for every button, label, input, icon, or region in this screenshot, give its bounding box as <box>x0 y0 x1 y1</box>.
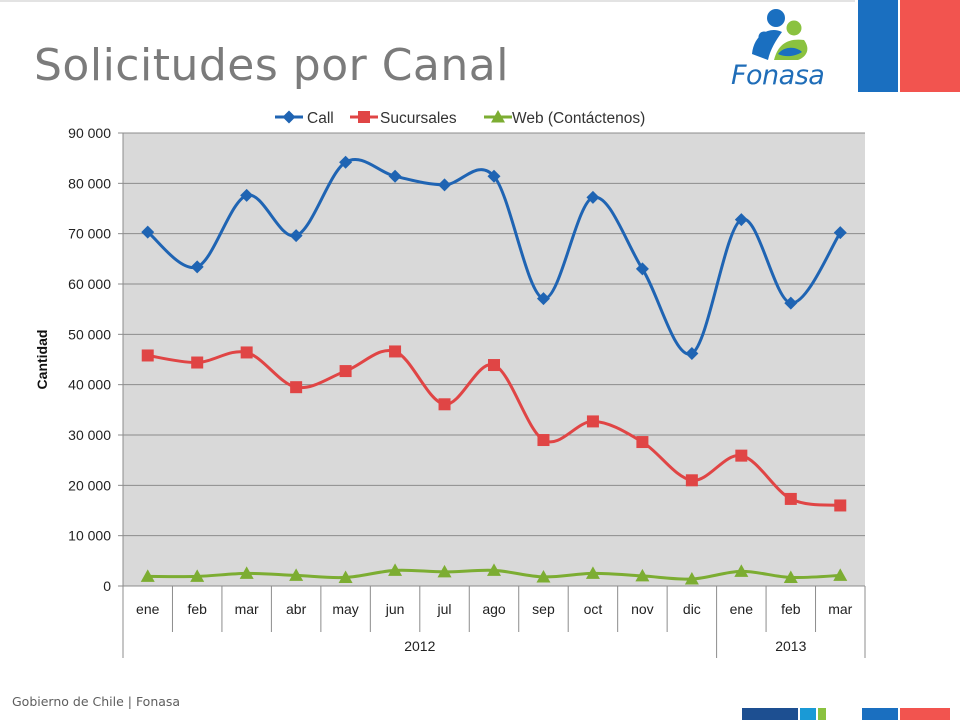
x-tick-label: may <box>332 601 358 617</box>
data-point <box>635 568 650 582</box>
data-point <box>289 568 304 581</box>
data-point <box>438 398 451 411</box>
logo-wordmark: Fonasa <box>731 60 825 91</box>
data-point <box>685 474 698 487</box>
data-point <box>783 570 798 583</box>
y-tick-label: 50 000 <box>68 326 111 342</box>
y-tick-label: 70 000 <box>68 226 111 242</box>
data-point <box>536 292 550 306</box>
flag-bottom-dark <box>742 708 798 720</box>
legend-marker <box>282 110 296 124</box>
data-point <box>834 499 847 512</box>
year-group-label: 2013 <box>775 638 806 654</box>
x-tick-label: feb <box>187 601 207 617</box>
x-tick-label: jun <box>385 601 405 617</box>
data-point <box>685 346 699 360</box>
legend-label: Web (Contáctenos) <box>512 110 645 127</box>
x-tick-label: nov <box>631 601 654 617</box>
data-point <box>784 296 798 310</box>
legend-marker <box>358 111 370 123</box>
data-point <box>487 563 501 576</box>
data-point <box>734 564 749 577</box>
flag-bottom-blue2 <box>862 708 898 720</box>
data-point <box>536 569 551 583</box>
legend-label: Call <box>307 110 334 127</box>
slide-title: Solicitudes por Canal <box>34 40 509 91</box>
data-point <box>141 349 154 362</box>
x-tick-label: ago <box>482 601 506 617</box>
data-point <box>438 178 452 192</box>
flag-bottom-red <box>900 708 950 720</box>
chart-container: 0 10 000 20 000 30 000 40 000 50 000 60 000 70 … <box>0 95 960 675</box>
flag-bottom-green <box>818 708 826 720</box>
data-point <box>488 359 500 372</box>
data-point <box>140 569 155 582</box>
legend-label: Sucursales <box>380 110 457 127</box>
data-point <box>487 169 501 183</box>
data-point <box>191 356 204 369</box>
year-group-label: 2012 <box>404 638 435 654</box>
data-point <box>586 415 599 428</box>
data-point <box>734 213 748 227</box>
data-point <box>389 345 402 358</box>
data-point <box>388 169 402 183</box>
data-point <box>585 566 600 579</box>
y-axis-title: Cantidad <box>34 330 50 390</box>
data-point <box>339 155 353 169</box>
data-point <box>735 449 748 462</box>
data-point <box>190 260 204 274</box>
flag-stripe-blue <box>858 0 898 92</box>
data-point <box>240 188 254 202</box>
data-point <box>833 568 848 581</box>
x-tick-label: jul <box>437 601 452 617</box>
x-tick-label: feb <box>781 601 801 617</box>
data-point <box>289 229 303 243</box>
y-tick-label: 0 <box>103 578 111 594</box>
y-tick-label: 30 000 <box>68 427 111 443</box>
y-tick-label: 20 000 <box>68 477 111 493</box>
y-tick-label: 40 000 <box>68 377 111 393</box>
data-point <box>388 563 403 576</box>
data-point <box>636 436 649 449</box>
x-tick-label: oct <box>584 601 603 617</box>
line-chart: 0 10 000 20 000 30 000 40 000 50 000 60 000 70 … <box>34 110 866 658</box>
footer-text: Gobierno de Chile | Fonasa <box>12 694 181 709</box>
flag-bottom-blue <box>800 708 816 720</box>
data-point <box>635 262 649 276</box>
data-point <box>833 226 847 240</box>
data-point <box>338 570 353 583</box>
series-line <box>146 158 842 356</box>
y-tick-label: 90 000 <box>68 125 111 141</box>
data-point <box>784 492 797 505</box>
x-tick-label: dic <box>683 601 701 617</box>
legend-marker <box>491 110 505 123</box>
data-point <box>240 346 253 359</box>
data-point <box>537 434 550 447</box>
x-tick-label: abr <box>286 601 307 617</box>
data-point <box>437 564 452 578</box>
fonasa-logo-icon <box>752 9 808 60</box>
y-tick-label: 10 000 <box>68 528 111 544</box>
x-tick-label: sep <box>532 601 555 617</box>
data-point <box>684 571 699 585</box>
y-tick-label: 80 000 <box>68 175 111 191</box>
top-rule <box>0 0 855 2</box>
data-point <box>190 569 205 582</box>
data-point <box>141 225 155 239</box>
x-tick-label: mar <box>828 601 852 617</box>
data-point <box>339 365 352 378</box>
x-tick-label: ene <box>136 601 160 617</box>
flag-stripe-red <box>900 0 960 92</box>
y-tick-label: 60 000 <box>68 276 111 292</box>
data-point <box>239 566 254 579</box>
data-point <box>586 190 600 204</box>
x-tick-label: mar <box>235 601 259 617</box>
x-tick-label: ene <box>730 601 754 617</box>
data-point <box>290 381 303 394</box>
